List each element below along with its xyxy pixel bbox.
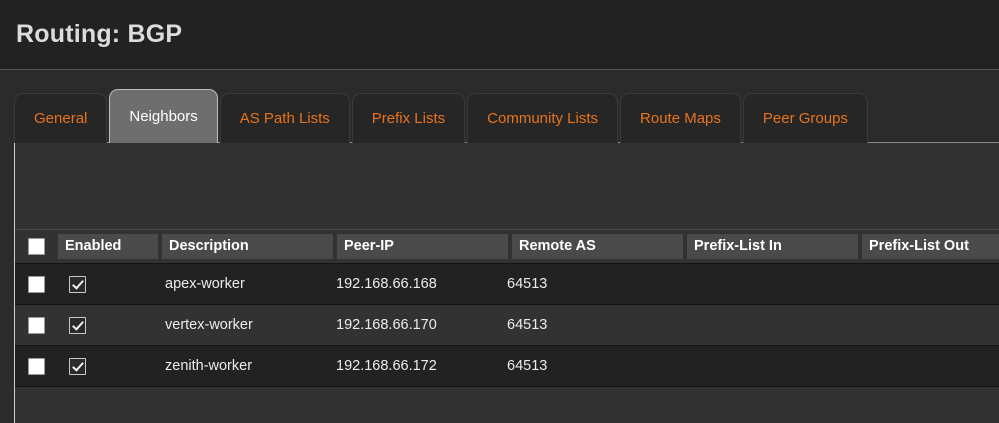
bgp-neighbors-table: Enabled Description Peer-IP Remote AS Pr…: [15, 230, 999, 421]
tab-route-maps[interactable]: Route Maps: [620, 93, 741, 143]
table-body: apex-worker 192.168.66.168 64513 vertex-wor…: [15, 263, 999, 386]
table-row[interactable]: apex-worker 192.168.66.168 64513: [15, 263, 999, 304]
tab-as-path-lists[interactable]: AS Path Lists: [219, 93, 350, 143]
column-header-prefix-list-out[interactable]: Prefix-List Out: [862, 234, 999, 259]
select-all-header-cell: [15, 234, 58, 259]
panel-toolbar: [15, 143, 999, 230]
column-header-remote-as[interactable]: Remote AS: [512, 234, 683, 259]
select-all-checkbox[interactable]: [28, 238, 45, 255]
table-footer: [15, 386, 999, 421]
tab-bar: General Neighbors AS Path Lists Prefix List…: [0, 89, 870, 143]
enabled-checkbox[interactable]: [69, 316, 86, 334]
cell-enabled: [58, 275, 158, 293]
tab-general[interactable]: General: [14, 93, 108, 143]
content-body: General Neighbors AS Path Lists Prefix List…: [0, 70, 999, 423]
row-select-checkbox[interactable]: [28, 357, 45, 375]
tab-content-panel: Enabled Description Peer-IP Remote AS Pr…: [14, 142, 999, 423]
cell-enabled: [58, 357, 158, 375]
enabled-checkbox[interactable]: [69, 357, 86, 375]
table-row[interactable]: zenith-worker 192.168.66.172 64513: [15, 345, 999, 386]
page-title: Routing: BGP: [16, 20, 183, 48]
cell-description: apex-worker: [165, 276, 245, 292]
row-select-checkbox[interactable]: [28, 316, 45, 334]
cell-peer-ip: 192.168.66.168: [336, 276, 437, 292]
cell-enabled: [58, 316, 158, 334]
table-header-row: Enabled Description Peer-IP Remote AS Pr…: [15, 230, 999, 263]
tab-community-lists[interactable]: Community Lists: [467, 93, 619, 143]
row-select-cell: [15, 316, 58, 334]
cell-peer-ip: 192.168.66.170: [336, 317, 437, 333]
tab-peer-groups[interactable]: Peer Groups: [742, 93, 868, 143]
cell-remote-as: 64513: [507, 276, 548, 292]
cell-remote-as: 64513: [507, 317, 548, 333]
page-header: Routing: BGP: [0, 0, 999, 70]
table-row[interactable]: vertex-worker 192.168.66.170 64513: [15, 304, 999, 345]
column-header-peer-ip[interactable]: Peer-IP: [337, 234, 508, 259]
column-header-description[interactable]: Description: [162, 234, 333, 259]
cell-description: vertex-worker: [165, 317, 253, 333]
cell-peer-ip: 192.168.66.172: [336, 358, 437, 374]
tab-prefix-lists[interactable]: Prefix Lists: [351, 93, 466, 143]
row-select-checkbox[interactable]: [28, 275, 45, 293]
enabled-checkbox[interactable]: [69, 275, 86, 293]
row-select-cell: [15, 357, 58, 375]
tab-neighbors[interactable]: Neighbors: [109, 89, 218, 143]
cell-remote-as: 64513: [507, 358, 548, 374]
column-header-enabled[interactable]: Enabled: [58, 234, 158, 259]
column-header-prefix-list-in[interactable]: Prefix-List In: [687, 234, 858, 259]
row-select-cell: [15, 275, 58, 293]
cell-description: zenith-worker: [165, 358, 253, 374]
